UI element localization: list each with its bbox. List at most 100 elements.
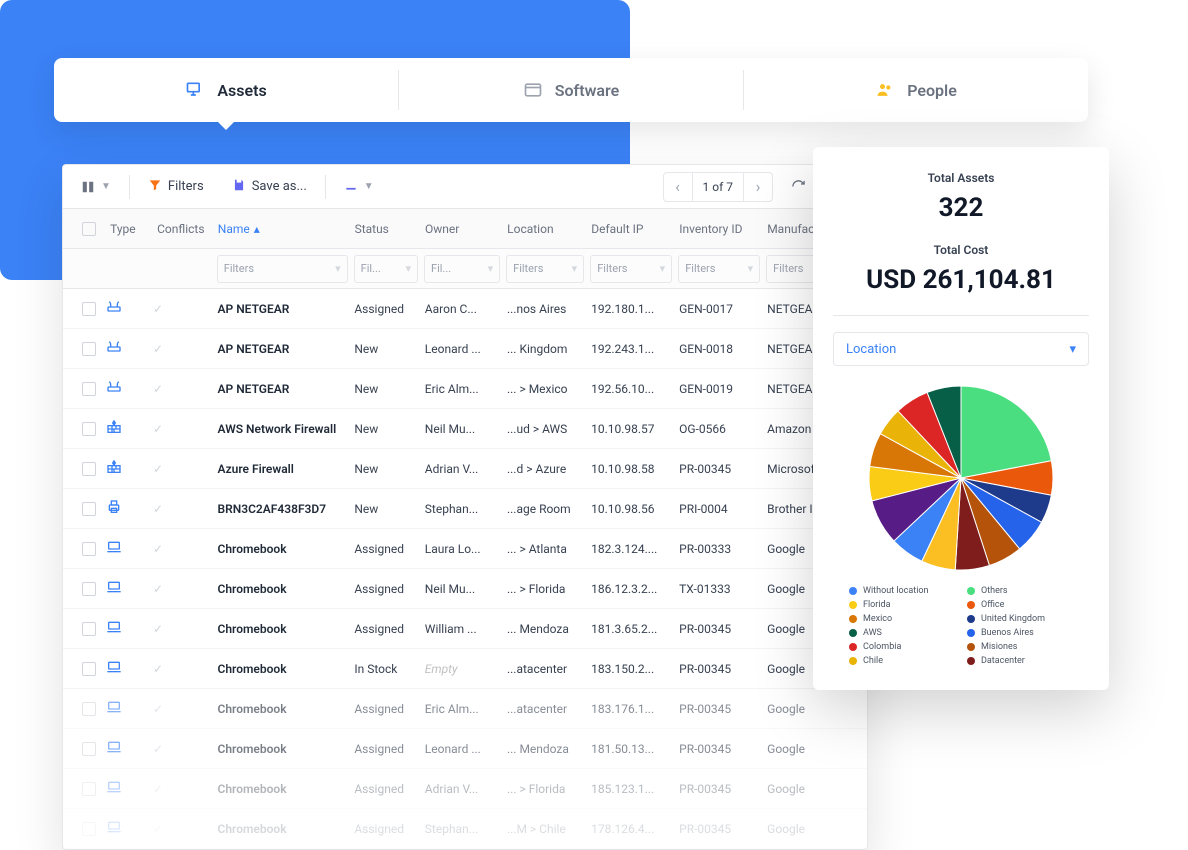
table-row[interactable]: ✓AP NETGEARNewEric Alm...... > Mexico192… <box>63 369 867 409</box>
table-row[interactable]: ✓Azure FirewallNewAdrian V......d > Azur… <box>63 449 867 489</box>
filter-input-inventory[interactable]: Filters▾ <box>678 255 760 283</box>
cell-status: In Stock <box>350 662 420 676</box>
row-checkbox[interactable] <box>82 582 96 596</box>
cell-owner: Eric Alm... <box>421 382 503 396</box>
cell-name: AP NETGEAR <box>214 302 351 316</box>
type-icon <box>106 459 153 479</box>
download-icon <box>344 178 358 196</box>
row-checkbox[interactable] <box>82 422 96 436</box>
total-cost-value: USD 261,104.81 <box>833 265 1089 295</box>
cell-name: AWS Network Firewall <box>214 422 351 436</box>
row-checkbox[interactable] <box>82 782 96 796</box>
cell-ip: 10.10.98.57 <box>587 422 675 436</box>
tab-people[interactable]: People <box>744 58 1088 122</box>
cell-ip: 181.3.65.2... <box>587 622 675 636</box>
row-checkbox[interactable] <box>82 302 96 316</box>
column-settings-button[interactable]: ▼ <box>71 174 121 200</box>
refresh-button[interactable] <box>781 173 816 200</box>
row-checkbox[interactable] <box>82 502 96 516</box>
cell-status: Assigned <box>350 582 420 596</box>
filter-input-name[interactable]: Filters▾ <box>217 255 348 283</box>
table-filter-row: Filters▾ Fil...▾ Fil...▾ Filters▾ Filter… <box>63 249 867 289</box>
row-checkbox[interactable] <box>82 662 96 676</box>
table-header: Type Conflicts Name ▴ Status Owner Locat… <box>63 209 867 249</box>
table-row[interactable]: ✓AWS Network FirewallNewNeil Mu......ud … <box>63 409 867 449</box>
cell-status: Assigned <box>350 702 420 716</box>
cell-inventory: PR-00333 <box>675 542 763 556</box>
filters-button[interactable]: Filters <box>138 172 214 202</box>
column-header-owner[interactable]: Owner <box>421 222 503 236</box>
tab-label: Assets <box>217 81 266 100</box>
cell-inventory: GEN-0018 <box>675 342 763 356</box>
row-checkbox[interactable] <box>82 622 96 636</box>
filter-input-location[interactable]: Filters▾ <box>506 255 584 283</box>
column-header-conflicts[interactable]: Conflicts <box>153 222 214 236</box>
cell-owner: Empty <box>421 662 503 676</box>
cell-status: Assigned <box>350 622 420 636</box>
software-icon <box>523 80 543 100</box>
column-header-type[interactable]: Type <box>106 222 153 236</box>
pager-prev-button[interactable]: ‹ <box>664 173 692 201</box>
row-checkbox[interactable] <box>82 542 96 556</box>
cell-owner: Neil Mu... <box>421 422 503 436</box>
cell-owner: Leonard ... <box>421 342 503 356</box>
table-row[interactable]: ✓ChromebookIn StockEmpty...atacenter183.… <box>63 649 867 689</box>
legend-swatch <box>967 587 975 595</box>
column-header-name[interactable]: Name ▴ <box>214 222 351 236</box>
filter-input-ip[interactable]: Filters▾ <box>590 255 672 283</box>
filter-icon <box>148 178 162 196</box>
table-row[interactable]: ✓ChromebookAssignedLaura Lo...... > Atla… <box>63 529 867 569</box>
table-row[interactable]: ✓ChromebookAssignedNeil Mu...... > Flori… <box>63 569 867 609</box>
row-checkbox[interactable] <box>82 702 96 716</box>
column-header-location[interactable]: Location <box>503 222 587 236</box>
row-checkbox[interactable] <box>82 342 96 356</box>
total-assets-value: 322 <box>833 193 1089 223</box>
table-row[interactable]: ✓ChromebookAssignedEric Alm......atacent… <box>63 689 867 729</box>
table-row[interactable]: ✓BRN3C2AF438F3D7NewStephan......age Room… <box>63 489 867 529</box>
toolbar: ▼ Filters Save as... ▼ ‹ 1 of 7 › <box>63 165 867 209</box>
table-row[interactable]: ✓ChromebookAssignedAdrian V...... > Flor… <box>63 769 867 809</box>
cell-inventory: GEN-0017 <box>675 302 763 316</box>
type-icon <box>106 339 153 359</box>
download-button[interactable]: ▼ <box>334 172 384 202</box>
table-row[interactable]: ✓ChromebookAssignedStephan......M > Chil… <box>63 809 867 849</box>
row-checkbox[interactable] <box>82 462 96 476</box>
legend-swatch <box>849 657 857 665</box>
legend-label: Chile <box>863 656 883 666</box>
type-icon <box>106 379 153 399</box>
location-selector[interactable]: Location▾ <box>833 332 1089 366</box>
pager-next-button[interactable]: › <box>744 173 772 201</box>
row-checkbox[interactable] <box>82 822 96 836</box>
conflict-check-icon: ✓ <box>153 342 214 356</box>
pager-text: 1 of 7 <box>692 173 744 201</box>
cell-inventory: PR-00345 <box>675 622 763 636</box>
row-checkbox[interactable] <box>82 382 96 396</box>
separator <box>325 175 326 199</box>
cell-status: New <box>350 422 420 436</box>
filter-input-status[interactable]: Fil...▾ <box>354 255 418 283</box>
table-row[interactable]: ✓AP NETGEARAssignedAaron C......nos Aire… <box>63 289 867 329</box>
tab-software[interactable]: Software <box>399 58 743 122</box>
legend-label: Without location <box>863 586 929 596</box>
table-row[interactable]: ✓ChromebookAssignedWilliam ...... Mendoz… <box>63 609 867 649</box>
cell-inventory: PR-00345 <box>675 662 763 676</box>
cell-name: Chromebook <box>214 742 351 756</box>
column-header-ip[interactable]: Default IP <box>587 222 675 236</box>
legend-item: AWS <box>849 628 955 638</box>
tab-assets[interactable]: Assets <box>54 58 398 122</box>
cell-location: ...nos Aires <box>503 302 587 316</box>
column-header-status[interactable]: Status <box>351 222 421 236</box>
filter-input-owner[interactable]: Fil...▾ <box>424 255 500 283</box>
column-header-inventory[interactable]: Inventory ID <box>675 222 763 236</box>
table-row[interactable]: ✓ChromebookAssignedLeonard ...... Mendoz… <box>63 729 867 769</box>
cell-owner: Adrian V... <box>421 782 503 796</box>
cell-inventory: PR-00345 <box>675 702 763 716</box>
select-all-checkbox[interactable] <box>82 222 96 236</box>
table-row[interactable]: ✓AP NETGEARNewLeonard ...... Kingdom192.… <box>63 329 867 369</box>
type-icon <box>106 779 153 799</box>
row-checkbox[interactable] <box>82 742 96 756</box>
cell-name: Chromebook <box>214 822 351 836</box>
cell-inventory: PR-00345 <box>675 462 763 476</box>
conflict-check-icon: ✓ <box>153 302 214 316</box>
save-as-button[interactable]: Save as... <box>222 172 317 202</box>
